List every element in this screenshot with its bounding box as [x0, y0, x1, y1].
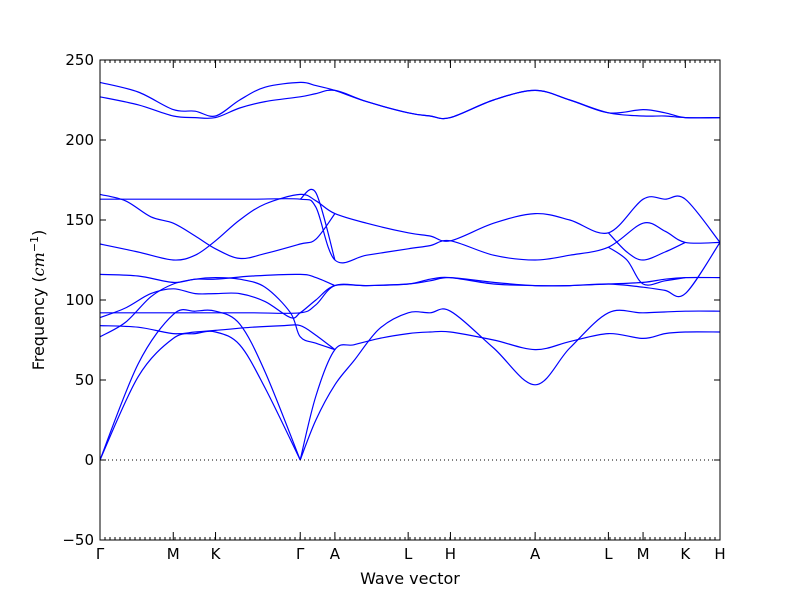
y-axis-label: Frequency (cm−1) — [28, 230, 48, 371]
y-axis-label-unit: cm — [29, 252, 48, 276]
band-line-6 — [99, 324, 336, 351]
band-line-13 — [299, 188, 336, 261]
y-axis-label-exponent: −1 — [28, 236, 41, 252]
band-line-14 — [608, 246, 686, 286]
band-line-11 — [99, 193, 336, 260]
band-line-15 — [607, 232, 686, 261]
x-tick-label: M — [637, 545, 650, 563]
band-line-1 — [99, 309, 301, 461]
band-line-7 — [100, 276, 721, 314]
x-tick-label: L — [404, 545, 413, 563]
y-tick-label: 0 — [84, 451, 94, 469]
y-axis-ticks: −50 0 50 100 150 200 250 — [62, 51, 720, 549]
minor-ticks — [99, 60, 721, 540]
band-line-8 — [99, 242, 721, 319]
band-line-12 — [100, 198, 721, 264]
y-tick-label: 100 — [65, 291, 94, 309]
band-line-17 — [99, 89, 721, 120]
band-line-10 — [99, 193, 721, 261]
y-tick-label: 200 — [65, 131, 94, 149]
x-tick-label: Γ — [96, 545, 105, 563]
x-tick-label: H — [445, 545, 456, 563]
x-axis-label: Wave vector — [360, 569, 460, 588]
band-line-9 — [99, 273, 336, 287]
y-tick-label: 250 — [65, 51, 94, 69]
x-tick-label: M — [167, 545, 180, 563]
y-tick-label: −50 — [62, 531, 94, 549]
x-tick-label: K — [680, 545, 691, 563]
y-tick-label: 50 — [75, 371, 94, 389]
x-tick-label: H — [714, 545, 725, 563]
x-tick-label: A — [530, 545, 541, 563]
plot-frame — [99, 59, 721, 541]
x-tick-label: Γ — [296, 545, 305, 563]
band-line-2 — [99, 330, 301, 461]
band-lines — [99, 81, 721, 461]
y-axis-label-close: ) — [29, 230, 48, 236]
y-tick-label: 150 — [65, 211, 94, 229]
y-axis-label-text: Frequency ( — [29, 276, 48, 370]
band-line-4 — [299, 330, 721, 461]
x-tick-label: L — [604, 545, 613, 563]
x-tick-label: K — [211, 545, 222, 563]
band-line-3 — [299, 308, 721, 461]
x-tick-label: A — [330, 545, 341, 563]
